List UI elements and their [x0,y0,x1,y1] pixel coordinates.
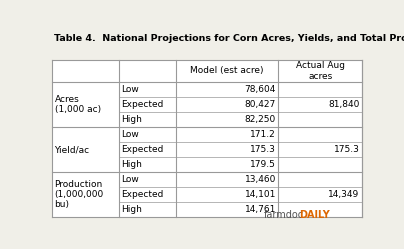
Text: Expected: Expected [121,145,164,154]
Bar [52,60,362,217]
Text: Table 4.  National Projections for Corn Acres, Yields, and Total Production: Table 4. National Projections for Corn A… [54,34,404,43]
Text: Expected: Expected [121,100,164,109]
Text: Low: Low [121,175,139,184]
Text: 14,761: 14,761 [244,205,276,214]
Text: Low: Low [121,85,139,94]
Text: 175.3: 175.3 [334,145,360,154]
Text: DAILY: DAILY [299,210,330,220]
Text: 81,840: 81,840 [328,100,360,109]
Text: Actual Aug
acres: Actual Aug acres [296,61,345,81]
Text: farmdoc: farmdoc [263,210,303,220]
Text: 179.5: 179.5 [250,160,276,169]
Text: High: High [121,115,142,124]
Text: 171.2: 171.2 [250,130,276,139]
Text: Expected: Expected [121,190,164,199]
Text: 78,604: 78,604 [244,85,276,94]
Text: High: High [121,205,142,214]
Text: Production
(1,000,000
bu): Production (1,000,000 bu) [55,180,104,209]
Text: 14,349: 14,349 [328,190,360,199]
Text: 175.3: 175.3 [250,145,276,154]
Text: Low: Low [121,130,139,139]
Text: 82,250: 82,250 [244,115,276,124]
Text: 13,460: 13,460 [244,175,276,184]
Text: Acres
(1,000 ac): Acres (1,000 ac) [55,95,101,115]
Text: High: High [121,160,142,169]
Text: 14,101: 14,101 [244,190,276,199]
Text: Model (est acre): Model (est acre) [190,66,264,75]
Text: 80,427: 80,427 [244,100,276,109]
Text: Yield/ac: Yield/ac [55,145,90,154]
